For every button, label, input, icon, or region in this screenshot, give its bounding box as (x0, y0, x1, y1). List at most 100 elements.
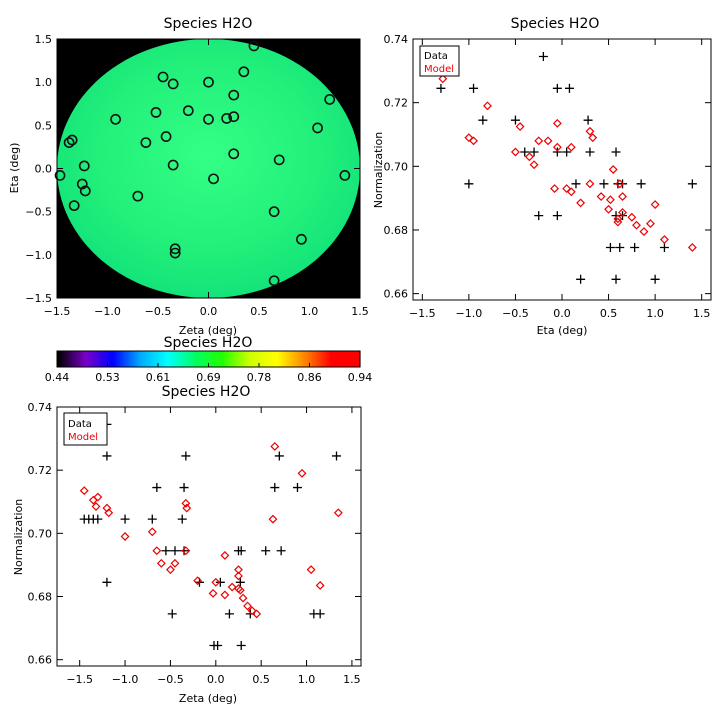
eta-plot-model-point (510, 147, 520, 157)
zeta-plot-model-point (165, 565, 175, 575)
colorbar-tick-label: 0.86 (297, 371, 322, 384)
eta-plot-data-point (650, 274, 660, 284)
zeta-plot-data-point (120, 514, 130, 524)
colorbar-cell (223, 351, 227, 367)
sky-map-ticks: −1.5 −1.0 −0.5 0.0 0.5 1.0 1.5 −1.5 −1.0 −0.5 0.0 0… (25, 33, 368, 318)
colorbar-title: Species H2O (164, 335, 253, 351)
eta-plot-xtick-label: −1.0 (456, 307, 483, 320)
eta-legend-box (419, 45, 460, 77)
colorbar-tick-label: 0.94 (348, 371, 373, 384)
colorbar-cell (317, 351, 321, 367)
eta-plot-model-point (627, 212, 637, 222)
eta-plot-marks (436, 52, 697, 284)
sky-map-point (169, 243, 181, 255)
colorbar-cell (137, 351, 141, 367)
eta-plot-model-point (639, 227, 649, 237)
zeta-plot-data-point (181, 451, 191, 461)
colorbar-cell (306, 351, 311, 367)
colorbar-cell (155, 351, 159, 367)
colorbar-cell (344, 351, 348, 367)
sky-map-point (160, 131, 172, 142)
zeta-plot-ytick-label: 0.72 (28, 464, 53, 477)
sky-map-point (248, 40, 260, 52)
colorbar-cell (132, 351, 136, 367)
zeta-plot-model-point (181, 546, 191, 556)
eta-plot-data-point (615, 242, 625, 252)
eta-plot-model-point (552, 142, 562, 152)
zeta-plot-model-point (247, 606, 257, 616)
colorbar-cell (231, 351, 235, 367)
colorbar-cell (347, 351, 351, 367)
colorbar-cell (271, 351, 275, 367)
colorbar-cell (261, 351, 265, 367)
colorbar-cell (102, 351, 106, 367)
eta-plot-xtick-label: 1.5 (693, 307, 711, 320)
zeta-plot-data-point (170, 546, 180, 556)
sky-map-point (312, 122, 323, 134)
eta-plot-data-point (599, 179, 609, 189)
colorbar-cell (152, 351, 157, 367)
colorbar-cell (312, 351, 316, 367)
zeta-plot-xtick-label: −1.0 (112, 673, 139, 686)
eta-plot-data-point (520, 147, 530, 157)
colorbar-cell (218, 351, 222, 367)
eta-plot-model-point (615, 179, 625, 189)
colorbar-ticks: 0.44 0.53 0.61 0.69 0.78 0.86 0.94 (45, 363, 373, 384)
sky-map-point (150, 106, 162, 118)
colorbar-cell (246, 351, 250, 367)
colorbar-cell (117, 351, 121, 367)
colorbar-cell (72, 351, 76, 367)
colorbar-cell (200, 351, 205, 367)
colorbar-cell (289, 351, 293, 367)
colorbar-tick-label: 0.78 (247, 371, 272, 384)
colorbar-cell (173, 351, 177, 367)
colorbar-cell (286, 351, 290, 367)
eta-plot-model-point (659, 235, 669, 244)
colorbar-cell (67, 351, 71, 367)
sky-map-point (68, 200, 80, 212)
eta-plot-ticks: −1.5 −1.0 −0.5 0.0 0.5 1.0 1.5 0.66 0.68 0.70 0.72… (384, 33, 711, 320)
sky-map-point (296, 233, 307, 245)
colorbar-cell (163, 351, 167, 367)
sky-map-x-label: Zeta (deg) (179, 324, 237, 337)
zeta-plot-model-point (193, 576, 203, 586)
zeta-plot-model-point (297, 468, 307, 478)
colorbar-cell (337, 351, 341, 367)
zeta-legend-model: Model (68, 432, 98, 443)
sky-map-title: Species H2O (164, 16, 253, 32)
zeta-plot-ytick-label: 0.74 (28, 401, 53, 414)
zeta-plot-marks (79, 419, 343, 650)
eta-plot-model-point (588, 133, 598, 143)
colorbar-cell (276, 351, 280, 367)
zeta-plot-model-point (170, 558, 180, 568)
colorbar-cell (104, 351, 109, 367)
zeta-plot-data-point (93, 514, 103, 524)
colorbar-cell (304, 351, 308, 367)
colorbar-cell (57, 351, 61, 367)
zeta-plot-model-point (238, 593, 248, 603)
sky-map-ytick-label: 1.0 (35, 76, 53, 89)
zeta-plot-title: Species H2O (162, 384, 251, 400)
colorbar-gradient (57, 351, 361, 367)
sky-map-xtick-label: 1.5 (351, 305, 369, 318)
colorbar-cell (208, 351, 212, 367)
colorbar-cell (243, 351, 247, 367)
eta-plot-model-point (543, 136, 553, 146)
eta-plot-data-point (478, 115, 488, 125)
zeta-plot-model-point (234, 571, 243, 581)
eta-plot-data-point (552, 83, 562, 93)
colorbar-cell (213, 351, 217, 367)
eta-plot-model-point (566, 142, 576, 152)
colorbar-cell (160, 351, 164, 367)
colorbar-cell (357, 351, 361, 367)
eta-plot-model-point (585, 126, 595, 136)
colorbar-cell (180, 351, 184, 367)
colorbar-cell (64, 351, 68, 367)
sky-map-xtick-label: −1.5 (44, 305, 71, 318)
sky-map-point (78, 160, 90, 172)
colorbar-cell (127, 351, 131, 367)
eta-plot-data-point (611, 274, 621, 284)
eta-plot-xtick-label: 0.5 (600, 307, 618, 320)
eta-plot-model-point (596, 192, 606, 202)
